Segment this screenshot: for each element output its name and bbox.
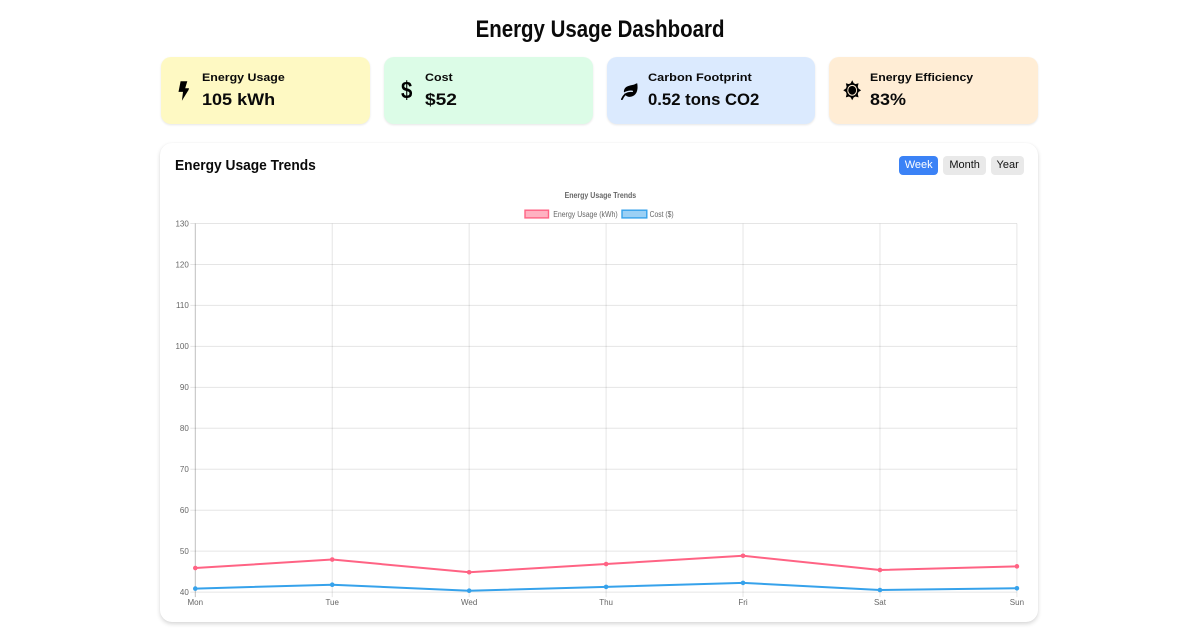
svg-text:Cost ($): Cost ($) [650,209,674,219]
svg-text:60: 60 [180,506,189,515]
svg-text:Sat: Sat [874,598,887,607]
svg-text:50: 50 [180,547,189,556]
svg-text:Sun: Sun [1010,598,1024,607]
svg-text:Energy Usage Trends: Energy Usage Trends [565,190,637,200]
svg-text:110: 110 [176,301,189,310]
svg-text:90: 90 [180,383,189,392]
svg-text:70: 70 [180,465,189,474]
svg-text:Wed: Wed [461,598,477,607]
svg-text:Mon: Mon [188,598,204,607]
svg-text:Tue: Tue [325,598,339,607]
svg-text:Thu: Thu [599,598,613,607]
svg-text:130: 130 [176,219,189,228]
svg-text:120: 120 [176,260,189,269]
svg-text:40: 40 [180,588,189,597]
svg-text:100: 100 [176,342,189,351]
svg-text:Fri: Fri [738,598,748,607]
svg-text:80: 80 [180,424,189,433]
svg-text:Energy Usage (kWh): Energy Usage (kWh) [553,209,618,219]
